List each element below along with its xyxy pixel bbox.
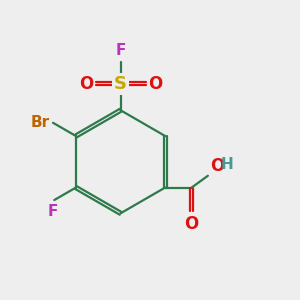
Text: O: O [184, 214, 199, 232]
Text: F: F [48, 204, 58, 219]
Text: O: O [148, 75, 162, 93]
Text: Br: Br [31, 115, 50, 130]
Text: H: H [220, 157, 233, 172]
Text: O: O [79, 75, 93, 93]
Text: S: S [114, 75, 127, 93]
Text: O: O [210, 157, 224, 175]
Text: F: F [116, 43, 126, 58]
